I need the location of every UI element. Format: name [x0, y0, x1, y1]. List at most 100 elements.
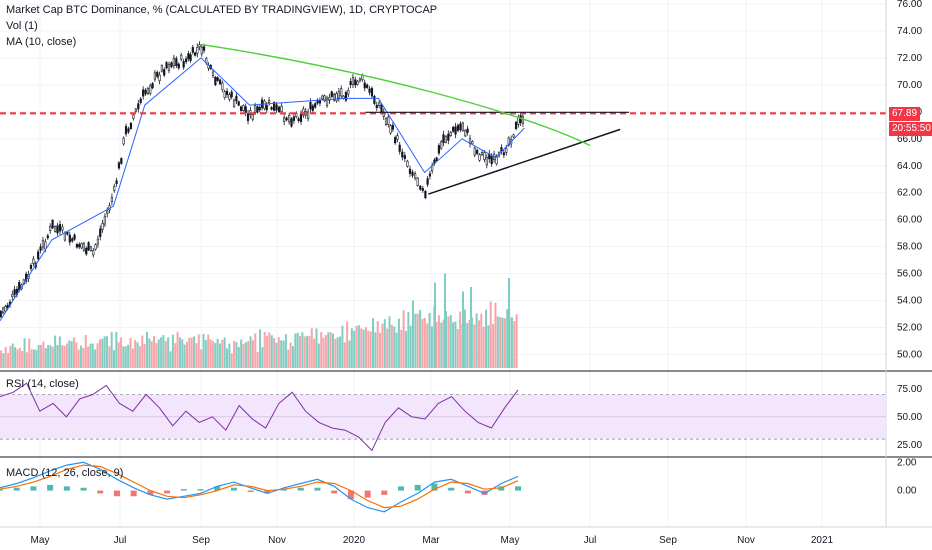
- volume-bar: [364, 327, 367, 368]
- macd-histogram-bar: [230, 487, 237, 491]
- volume-bar: [477, 320, 480, 368]
- volume-bar: [437, 315, 440, 368]
- macd-histogram-bar: [481, 490, 488, 495]
- time-tick-label: 2021: [811, 535, 834, 546]
- volume-bar: [449, 315, 452, 368]
- volume-bar: [70, 341, 73, 368]
- candle-body: [221, 82, 224, 91]
- volume-bar: [348, 340, 351, 368]
- candle-body: [517, 117, 520, 125]
- volume-bar: [169, 351, 172, 368]
- price-tick-label: 64.00: [897, 161, 922, 172]
- macd-histogram-bar: [381, 490, 388, 495]
- candle-body: [0, 310, 2, 317]
- volume-bar: [452, 322, 455, 368]
- candle-body: [349, 81, 352, 86]
- price-tick-label: 54.00: [897, 296, 922, 307]
- volume-bar: [141, 335, 144, 368]
- volume-bar: [178, 337, 181, 368]
- candle-body: [89, 246, 93, 251]
- volume-bar: [324, 335, 327, 368]
- candle-body: [299, 113, 303, 122]
- volume-bar: [91, 343, 94, 368]
- candle-body: [189, 54, 192, 61]
- volume-bar: [65, 343, 68, 368]
- volume-bar: [421, 318, 424, 368]
- volume-bar: [266, 335, 269, 368]
- volume-bar: [482, 326, 485, 368]
- macd-histogram-bar: [164, 490, 171, 494]
- candle-body: [466, 128, 469, 133]
- volume-bar: [508, 278, 510, 368]
- volume-bar: [426, 323, 429, 368]
- volume-bar: [214, 342, 217, 368]
- candle-body: [78, 244, 81, 248]
- candle-body: [239, 106, 243, 111]
- macd-histogram-bar: [498, 486, 505, 491]
- candle-body: [456, 124, 460, 131]
- volume-bar: [188, 337, 191, 368]
- candle-body: [505, 147, 508, 153]
- volume-bar: [327, 332, 330, 368]
- candle-body: [311, 105, 314, 111]
- volume-bar: [28, 338, 31, 368]
- volume-bar: [136, 342, 139, 368]
- volume-legend[interactable]: Vol (1): [6, 20, 38, 32]
- candle-body: [2, 307, 5, 314]
- macd-label[interactable]: MACD (12, 26, close, 9): [6, 467, 124, 479]
- rsi-tick-label: 75.00: [897, 384, 922, 395]
- volume-bar: [444, 273, 446, 368]
- volume-bar: [256, 352, 259, 368]
- candle-body: [75, 244, 79, 248]
- volume-bar: [372, 318, 375, 368]
- volume-bar: [216, 338, 219, 368]
- volume-bar: [42, 341, 45, 368]
- candle-body: [325, 97, 329, 106]
- volume-bar: [409, 325, 412, 368]
- candle-body: [378, 102, 381, 106]
- time-tick-label: Sep: [659, 535, 677, 546]
- volume-bar: [129, 337, 132, 368]
- time-tick-label: Jul: [114, 535, 127, 546]
- volume-bar: [249, 336, 252, 368]
- volume-bar: [475, 313, 478, 368]
- candle-body: [419, 185, 422, 190]
- ma-legend[interactable]: MA (10, close): [6, 36, 77, 48]
- price-tick-label: 72.00: [897, 53, 922, 64]
- volume-bar: [122, 346, 125, 368]
- volume-bar: [487, 325, 490, 368]
- candle-body: [117, 162, 121, 169]
- candle-body: [314, 103, 317, 108]
- candle-body: [519, 115, 522, 124]
- rsi-label[interactable]: RSI (14, close): [6, 378, 79, 390]
- volume-bar: [369, 331, 372, 368]
- volume-bar: [445, 311, 448, 368]
- candle-body: [403, 155, 406, 159]
- candle-body: [235, 95, 238, 102]
- candle-body: [361, 75, 364, 80]
- macd-tick-label: 2.00: [897, 457, 917, 468]
- price-tick-label: 70.00: [897, 80, 922, 91]
- macd-histogram-bar: [431, 483, 438, 491]
- volume-bar: [247, 341, 250, 368]
- macd-histogram-bar: [30, 486, 37, 491]
- candle-body: [193, 52, 197, 56]
- volume-bar: [299, 336, 302, 368]
- volume-bar: [310, 328, 313, 368]
- volume-bar: [105, 336, 108, 368]
- volume-bar: [47, 345, 50, 368]
- volume-bar: [77, 349, 80, 368]
- macd-histogram-bar: [464, 490, 471, 494]
- macd-histogram-bar: [398, 486, 405, 491]
- volume-bar: [183, 344, 186, 368]
- volume-bar: [317, 343, 320, 368]
- volume-bar: [171, 334, 174, 368]
- volume-bar: [303, 336, 306, 368]
- time-tick-label: Jul: [584, 535, 597, 546]
- candle-body: [347, 90, 350, 95]
- macd-histogram-bar: [214, 486, 221, 491]
- candle-body: [380, 104, 383, 113]
- volume-bar: [186, 341, 189, 368]
- macd-histogram-bar: [97, 490, 104, 494]
